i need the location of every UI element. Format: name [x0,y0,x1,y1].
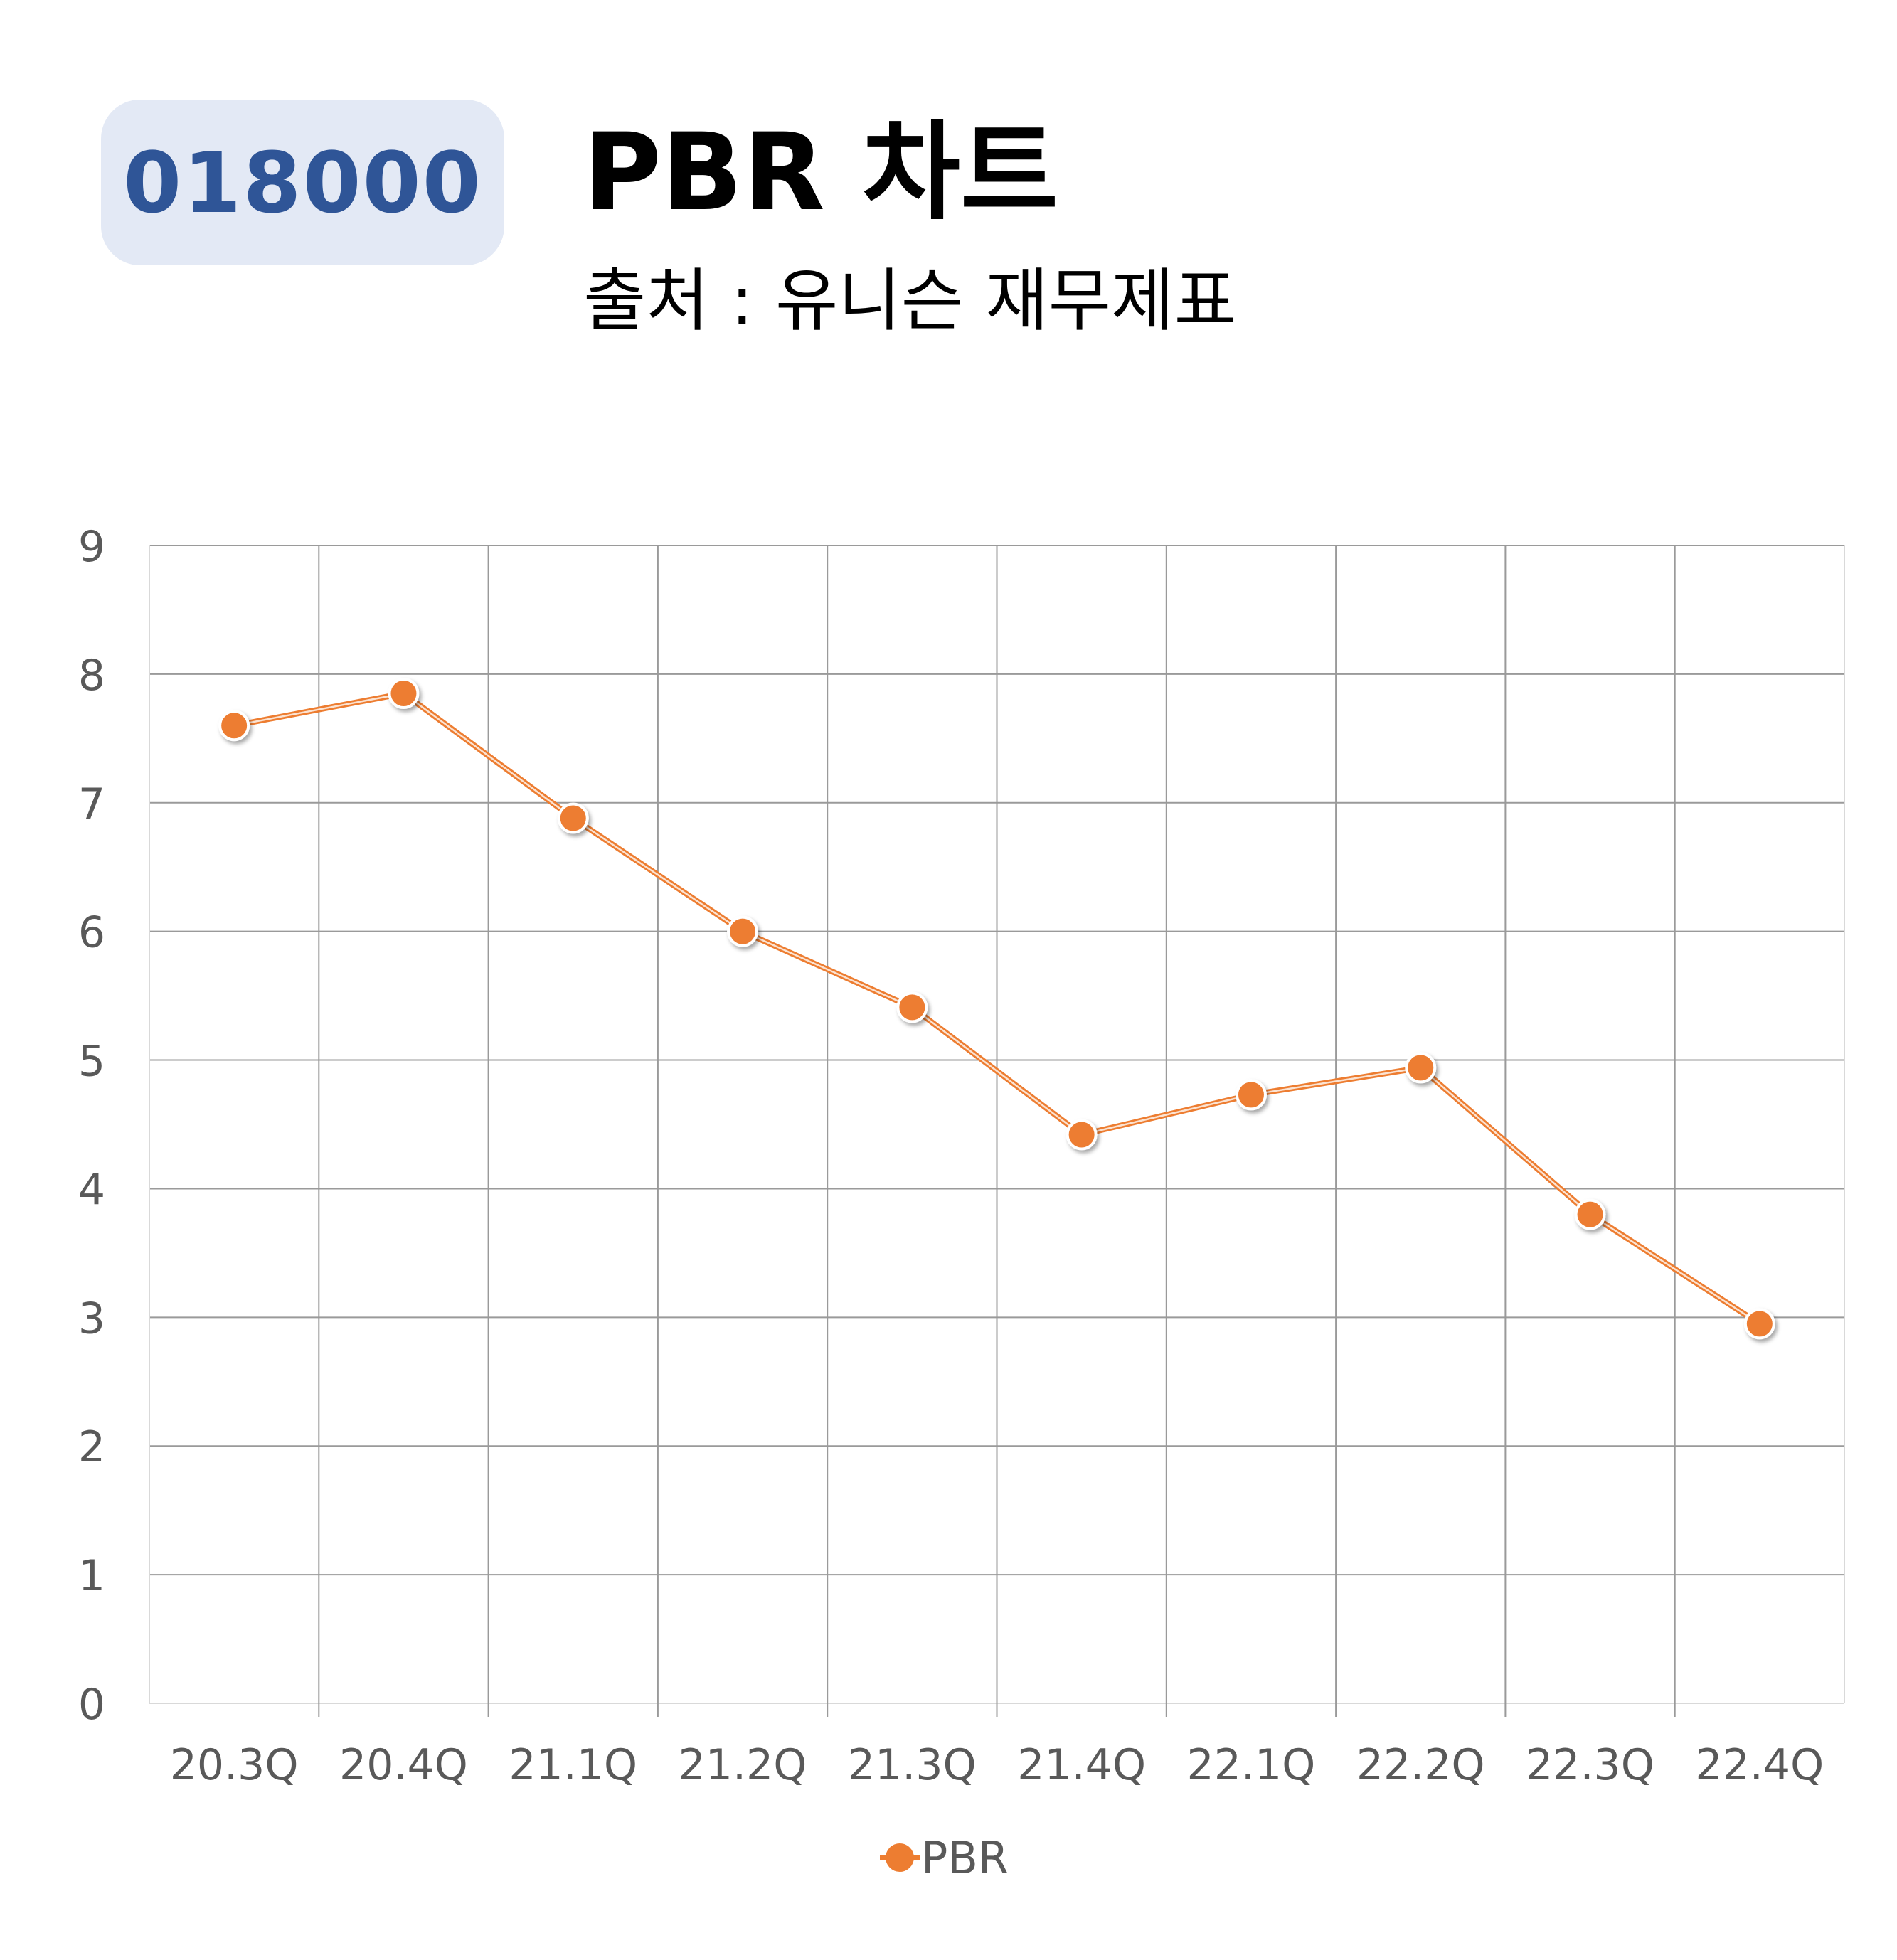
data-point [218,710,250,742]
x-tick-label: 20.3Q [170,1740,299,1790]
data-point [1235,1079,1267,1111]
data-point [1743,1308,1775,1340]
ticker-code: 018000 [123,133,482,232]
y-tick-label: 6 [78,908,105,958]
series-line-inner [233,692,1760,1325]
legend-label: PBR [921,1832,1009,1884]
series-pbr [218,678,1775,1340]
data-point [388,678,420,710]
y-tick-label: 2 [78,1422,105,1472]
legend-marker [886,1843,914,1872]
data-point [896,991,928,1023]
ticker-badge: 018000 [101,100,504,265]
x-axis-ticks: 20.3Q 20.4Q 21.1Q 21.2Q 21.3Q 21.4Q 22.1Q 22.2Q… [170,1740,1824,1790]
x-tick-label: 21.2Q [679,1740,807,1790]
data-point [1574,1198,1606,1230]
y-axis-ticks: 0 1 2 3 4 5 6 7 8 9 [78,522,105,1730]
x-tick-label: 21.4Q [1017,1740,1146,1790]
y-tick-label: 5 [78,1037,105,1087]
chart-subtitle: 출처 : 유니슨 재무제표 [583,261,1237,341]
x-tick-label: 20.4Q [339,1740,468,1790]
data-point [557,802,589,834]
y-tick-label: 7 [78,779,105,829]
data-point [1066,1119,1098,1151]
x-tick-label: 22.2Q [1356,1740,1485,1790]
data-point [727,915,759,947]
x-tick-label: 21.3Q [848,1740,977,1790]
x-tick-label: 22.4Q [1695,1740,1824,1790]
x-tick-label: 21.1Q [509,1740,637,1790]
y-tick-label: 8 [78,651,105,701]
x-tick-label: 22.3Q [1526,1740,1654,1790]
y-tick-label: 4 [78,1165,105,1215]
chart-title: PBR 차트 [583,111,1058,235]
legend: PBR [880,1832,1009,1884]
y-tick-label: 1 [78,1551,105,1601]
x-tick-label: 22.1Q [1187,1740,1316,1790]
data-point [1405,1052,1437,1084]
y-tick-label: 0 [78,1680,105,1730]
y-tick-label: 3 [78,1294,105,1343]
y-tick-label: 9 [78,522,105,572]
grid [149,545,1845,1717]
